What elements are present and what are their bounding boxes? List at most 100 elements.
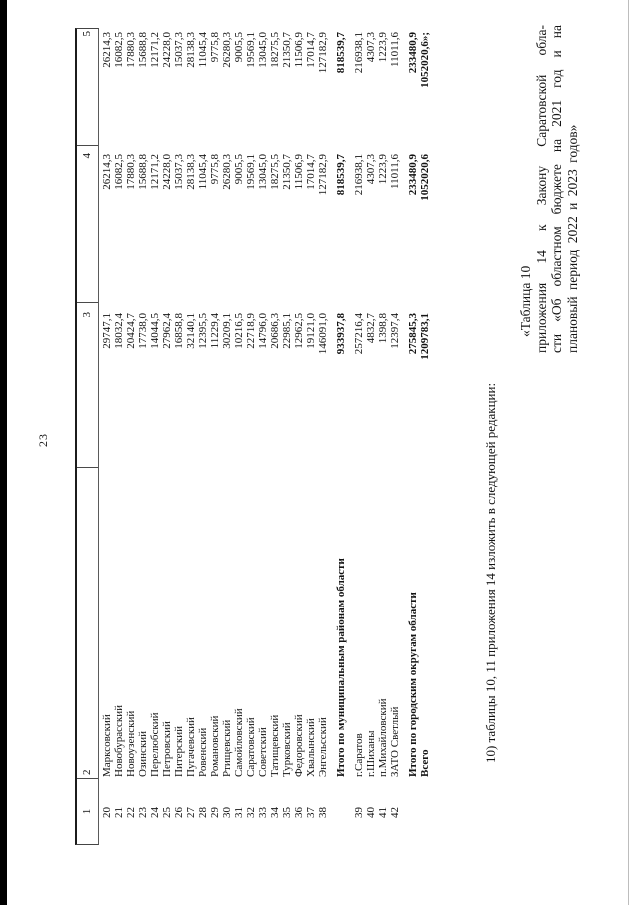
district-name-cell: Новобурасский <box>113 704 125 777</box>
table-row: 41 п.Михайловский 1398,8 1223,9 1223,9 <box>377 28 389 845</box>
value-cell-col3: 17738,0 <box>137 313 149 349</box>
table-row: 26 Питерский 16858,8 15037,3 15037,3 <box>173 28 185 845</box>
district-name-cell: Пугачевский <box>185 717 197 777</box>
amendment-paragraph: 10) таблицы 10, 11 приложения 14 изложит… <box>483 382 498 763</box>
table-row: 42 ЗАТО Светлый 12397,4 11011,6 11011,6 <box>389 28 401 845</box>
district-name-cell: Федоровский <box>293 714 305 777</box>
row-number-cell: 37 <box>305 807 317 818</box>
row-number-cell: 28 <box>197 807 209 818</box>
table-row: 22 Новоузенский 20424,7 17880,3 17880,3 <box>125 28 137 845</box>
row-number-cell: 21 <box>113 807 125 818</box>
value-cell-col3: 27962,4 <box>161 313 173 349</box>
district-name-cell: Итого по муниципальным районам области <box>335 558 347 777</box>
value-cell-col5: 19569,1 <box>245 32 257 68</box>
row-number-cell: 41 <box>377 807 389 818</box>
value-cell-col3: 146091,0 <box>317 313 329 355</box>
value-cell-col5: 21350,7 <box>281 32 293 68</box>
table-header-row: 1 2 3 4 5 <box>75 27 99 845</box>
table-row: Итого по городским округам области 275845… <box>407 28 419 845</box>
district-name-cell: г.Шиханы <box>365 730 377 777</box>
table-row: 34 Татищевский 20686,3 18275,5 18275,5 <box>269 28 281 845</box>
value-cell-col3: 30209,1 <box>221 313 233 349</box>
value-cell-col5: 4307,3 <box>365 32 377 63</box>
district-name-cell: Энгельсский <box>317 717 329 777</box>
value-cell-col5: 9005,5 <box>233 32 245 63</box>
value-cell-col5: 11506,9 <box>293 32 305 68</box>
row-number-cell <box>419 780 431 845</box>
value-cell-col4: 11506,9 <box>293 154 305 190</box>
table-row: Итого по муниципальным районам области 93… <box>335 28 347 845</box>
value-cell-col5: 17880,3 <box>125 32 137 68</box>
value-cell-col4: 127182,9 <box>317 154 329 196</box>
value-cell-col4: 26214,3 <box>101 154 113 190</box>
district-name-cell: Новоузенский <box>125 710 137 777</box>
value-cell-col5: 9775,8 <box>209 32 221 63</box>
row-number-cell: 26 <box>173 807 185 818</box>
value-cell-col4: 13045,0 <box>257 154 269 190</box>
value-cell-col5: 127182,9 <box>317 32 329 74</box>
table-row: 38 Энгельсский 146091,0 127182,9 127182,9 <box>317 28 329 845</box>
value-cell-col4: 9775,8 <box>209 154 221 185</box>
value-cell-col4: 18275,5 <box>269 154 281 190</box>
table-row: 24 Перелюбский 14044,5 12171,2 12171,2 <box>149 28 161 845</box>
value-cell-col3: 257216,4 <box>353 313 365 355</box>
value-cell-col3: 933937,8 <box>335 313 347 355</box>
value-cell-col4: 28138,3 <box>185 154 197 190</box>
row-number-cell: 40 <box>365 807 377 818</box>
table-row: 37 Хвалынский 19121,0 17014,7 17014,7 <box>305 28 317 845</box>
value-cell-col5: 818539,7 <box>335 32 347 74</box>
value-cell-col5: 28138,3 <box>185 32 197 68</box>
value-cell-col4: 11011,6 <box>389 154 401 189</box>
table-row: 28 Ровенский 12395,5 11045,4 11045,4 <box>197 28 209 845</box>
value-cell-col5: 24228,0 <box>161 32 173 68</box>
caption-line-2: приложения 14 к Закону Саратовской обла- <box>533 25 549 353</box>
value-cell-col4: 15688,8 <box>137 154 149 190</box>
row-number-cell: 30 <box>221 807 233 818</box>
row-number-cell: 34 <box>269 807 281 818</box>
row-number-cell: 39 <box>353 807 365 818</box>
value-cell-col3: 29747,1 <box>101 313 113 349</box>
caption-line-1: «Таблица 10 <box>518 265 533 337</box>
value-cell-col4: 4307,3 <box>365 154 377 185</box>
row-number-cell: 27 <box>185 807 197 818</box>
value-cell-col4: 11045,4 <box>197 154 209 190</box>
row-number-cell: 20 <box>101 807 113 818</box>
value-cell-col4: 24228,0 <box>161 154 173 190</box>
district-name-cell: Саратовский <box>245 717 257 777</box>
value-cell-col3: 4832,7 <box>365 313 377 344</box>
table-row: 31 Самойловский 10216,5 9005,5 9005,5 <box>233 28 245 845</box>
value-cell-col3: 10216,5 <box>233 313 245 349</box>
table-row: 30 Ртищевский 30209,1 26280,3 26280,3 <box>221 28 233 845</box>
value-cell-col3: 12962,5 <box>293 313 305 349</box>
value-cell-col5: 18275,5 <box>269 32 281 68</box>
row-number-cell: 33 <box>257 807 269 818</box>
value-cell-col3: 275845,3 <box>407 313 419 355</box>
row-number-cell: 36 <box>293 807 305 818</box>
value-cell-col4: 12171,2 <box>149 154 161 190</box>
value-cell-col5: 15688,8 <box>137 32 149 68</box>
value-cell-col3: 18032,4 <box>113 313 125 349</box>
table-row: 23 Озинский 17738,0 15688,8 15688,8 <box>137 28 149 845</box>
district-name-cell: Турковский <box>281 722 293 777</box>
value-cell-col4: 17880,3 <box>125 154 137 190</box>
caption-line-3: сти «Об областном бюджете на 2021 год и … <box>549 25 564 353</box>
value-cell-col5: 16082,5 <box>113 32 125 68</box>
value-cell-col3: 32140,1 <box>185 313 197 349</box>
value-cell-col4: 19569,1 <box>245 154 257 190</box>
value-cell-col3: 11229,4 <box>209 313 221 349</box>
value-cell-col4: 17014,7 <box>305 154 317 190</box>
district-name-cell: Питерский <box>173 725 185 777</box>
value-cell-col5: 11045,4 <box>197 32 209 68</box>
value-cell-col4: 9005,5 <box>233 154 245 185</box>
value-cell-col4: 15037,3 <box>173 154 185 190</box>
table-row: 25 Петровский 27962,4 24228,0 24228,0 <box>161 28 173 845</box>
row-number-cell: 22 <box>125 807 137 818</box>
column-header-5: 5 <box>77 27 98 146</box>
row-number-cell: 38 <box>317 807 329 818</box>
row-number-cell: 35 <box>281 807 293 818</box>
row-number-cell: 32 <box>245 807 257 818</box>
value-cell-col3: 1209783,1 <box>419 313 431 360</box>
district-name-cell: Озинский <box>137 730 149 777</box>
value-cell-col4: 233480,9 <box>407 154 419 196</box>
table-body: 20 Марксовский 29747,1 26214,3 26214,3 21 Ново… <box>99 28 431 845</box>
